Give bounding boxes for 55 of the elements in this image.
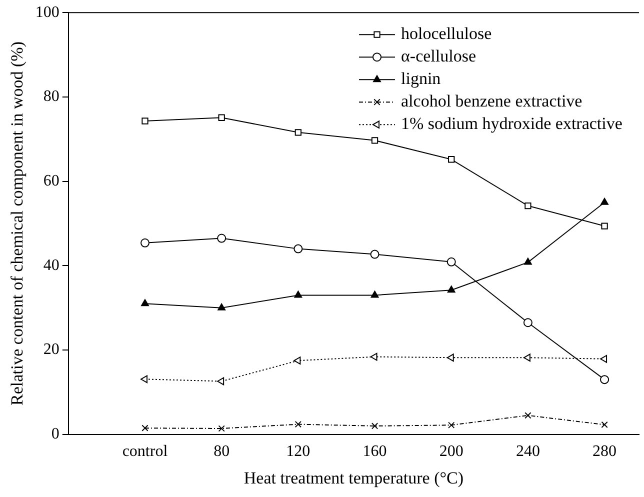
point: [524, 202, 532, 210]
point: [600, 354, 608, 363]
x-tick-label: 160: [362, 443, 387, 460]
point: [141, 299, 149, 306]
legend-label: lignin: [401, 69, 442, 88]
point: [294, 244, 303, 254]
point: [371, 137, 378, 144]
point: [447, 286, 456, 293]
y-tick-label: 0: [51, 426, 60, 443]
x-tick-label: 80: [214, 443, 230, 460]
point: [294, 356, 301, 365]
point: [217, 377, 224, 386]
legend-label: alcohol benzene extractive: [401, 92, 582, 111]
point: [446, 354, 454, 362]
legend-label: α-cellulose: [401, 46, 476, 66]
legend-label: holocellulose: [401, 24, 492, 44]
point: [601, 222, 608, 230]
point: [142, 424, 148, 432]
point: [448, 422, 455, 428]
x-tick-label: 120: [286, 443, 310, 460]
x-tick-label: control: [122, 443, 168, 460]
point: [523, 354, 530, 362]
point: [601, 421, 608, 428]
y-axis-title: Relative content of chemical component in wood (%): [8, 42, 27, 406]
y-tick-label: 20: [43, 341, 60, 358]
point: [142, 118, 148, 124]
point: [140, 238, 150, 248]
x-axis-title: Heat treatment temperature (°C): [244, 468, 464, 488]
point: [600, 198, 608, 205]
point: [218, 114, 225, 121]
point: [218, 425, 225, 432]
point: [294, 290, 302, 298]
point: [294, 420, 302, 428]
y-tick-label: 60: [43, 172, 60, 190]
point: [524, 412, 532, 419]
point: [523, 318, 532, 328]
point: [217, 234, 226, 243]
point: [370, 250, 380, 259]
point: [524, 258, 532, 265]
y-tick-label: 40: [43, 256, 60, 274]
point: [370, 290, 379, 298]
point: [446, 257, 456, 266]
point: [448, 156, 455, 163]
point: [140, 375, 148, 384]
x-tick-label: 280: [592, 443, 617, 460]
x-tick-label: 200: [439, 443, 464, 460]
legend-label: 1% sodium hydroxide extractive: [401, 114, 622, 134]
point: [370, 352, 378, 361]
x-tick-label: 240: [516, 443, 540, 460]
point: [294, 129, 302, 136]
y-tick-label: 100: [35, 4, 60, 21]
y-tick-label: 80: [43, 88, 60, 106]
point: [218, 303, 226, 310]
point: [600, 375, 610, 384]
point: [371, 422, 378, 430]
